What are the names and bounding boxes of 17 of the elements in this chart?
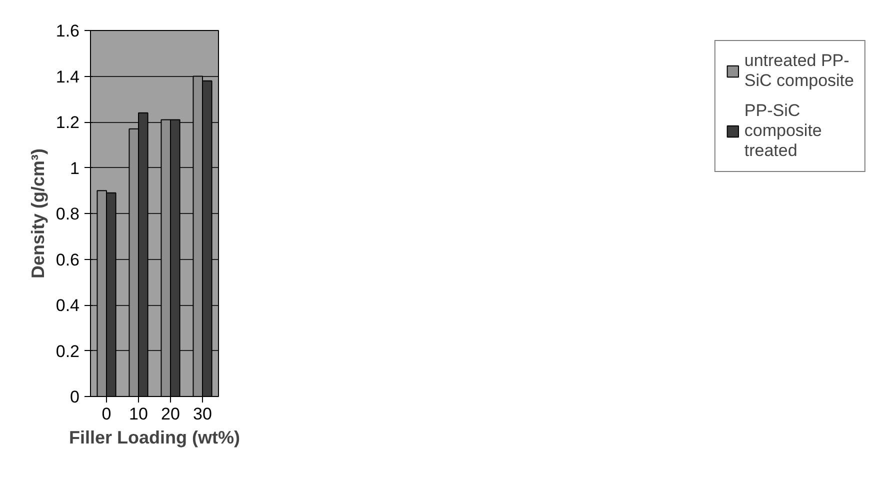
legend-label: untreated PP-SiC composite	[744, 51, 854, 91]
y-tick-label: 0	[70, 388, 80, 406]
legend-label: PP-SiC composite treated	[744, 101, 822, 161]
y-tick-label: 1.2	[56, 113, 80, 132]
y-axis-title: Density (g/cm³)	[28, 148, 48, 279]
x-tick-label: 20	[161, 404, 180, 424]
y-tick-label: 0.4	[56, 296, 80, 315]
y-tick-label: 1.4	[56, 67, 80, 86]
x-axis-title: Filler Loading (wt%)	[69, 428, 240, 448]
y-tick-label: 1	[70, 158, 80, 178]
x-tick-label: 30	[193, 404, 212, 424]
x-tick-label: 0	[102, 404, 112, 424]
x-tick-label: 10	[129, 404, 148, 424]
y-tick-label: 0.8	[56, 204, 80, 224]
y-tick-label: 0.2	[56, 342, 80, 361]
y-tick-label: 0.6	[56, 250, 80, 270]
y-tick-label: 1.6	[56, 22, 80, 40]
